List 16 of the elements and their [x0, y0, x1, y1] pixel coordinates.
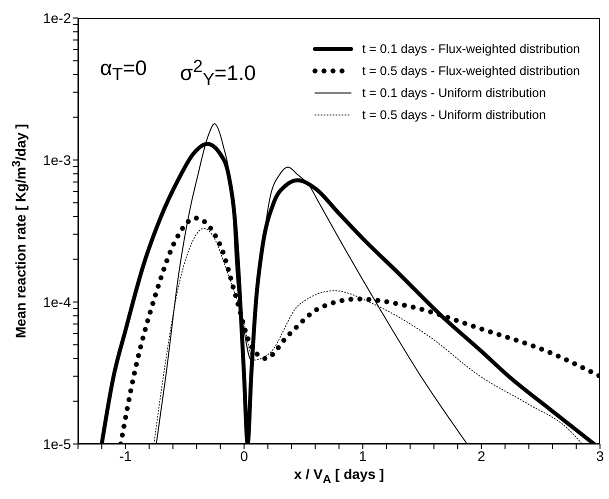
- x-tick-label: 0: [240, 448, 248, 464]
- y-tick-label: 1e-4: [42, 294, 72, 310]
- legend-label: t = 0.5 days - Uniform distribution: [362, 108, 546, 122]
- x-tick-label: -1: [119, 448, 132, 464]
- annotation: α$_{T}$=0: [100, 57, 147, 84]
- y-tick-label: 1e-3: [42, 152, 72, 168]
- x-tick-label: 3: [596, 448, 604, 464]
- legend-label: t = 0.5 days - Flux-weighted distribution: [362, 64, 580, 78]
- x-axis-title: x / V$_{A}$ [ days ]: [292, 466, 386, 486]
- x-tick-label: 1: [358, 448, 367, 464]
- legend-label: t = 0.1 days - Uniform distribution: [362, 86, 546, 100]
- annotation: σ$^{2}$$_{Y}$=1.0: [180, 56, 256, 90]
- y-tick-label: 1e-2: [42, 10, 72, 26]
- legend-label: t = 0.1 days - Flux-weighted distribution: [362, 42, 580, 56]
- x-tick-label: 2: [477, 448, 486, 464]
- y-tick-label: 1e-5: [42, 436, 72, 452]
